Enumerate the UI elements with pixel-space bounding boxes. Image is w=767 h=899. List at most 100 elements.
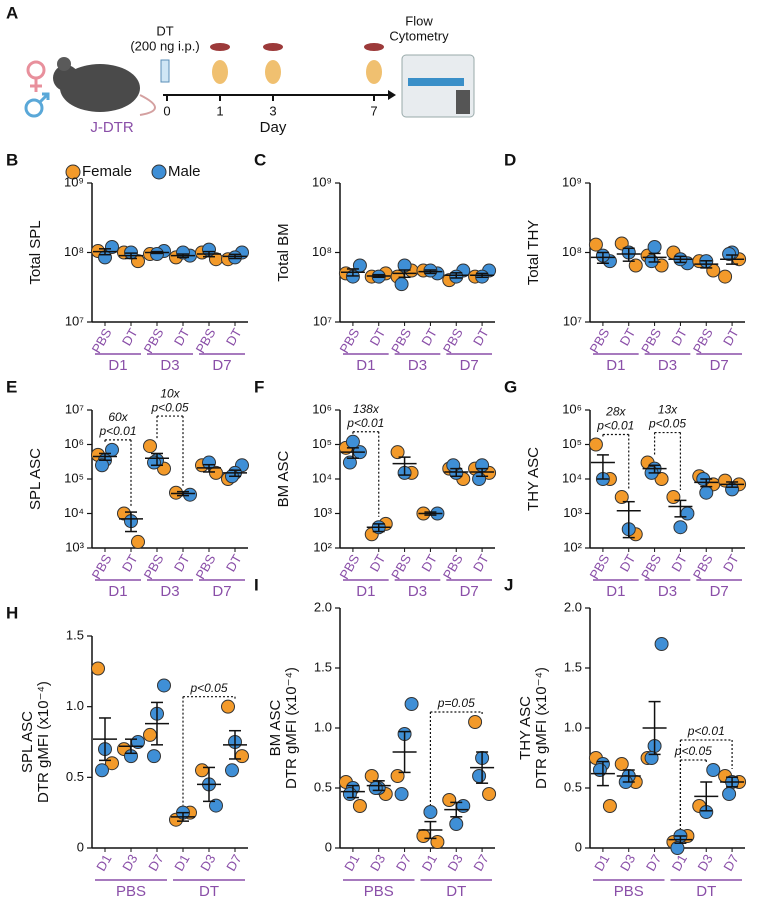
x-tick-label: D7 [643, 852, 664, 874]
error-bar [203, 766, 215, 803]
y-tick-label: 0.5 [564, 779, 582, 794]
group-label: D7 [710, 357, 729, 374]
error-bar [700, 478, 713, 488]
data-point [449, 817, 464, 831]
data-point [614, 490, 629, 505]
panel-letter: F [254, 377, 264, 396]
y-tick-label: 0 [77, 839, 84, 854]
data-point [157, 678, 171, 693]
x-tick-label: D1 [591, 852, 612, 874]
error-bar [424, 820, 437, 840]
timeline-arrow [388, 90, 396, 100]
x-tick-label: PBS [141, 551, 167, 581]
cytometer-icon [401, 54, 475, 118]
y-axis-label: Total SPL [27, 220, 44, 284]
x-tick-label: D7 [393, 852, 414, 874]
data-point [628, 258, 643, 273]
p-value-label: p<0.01 [596, 419, 634, 433]
x-tick-label: PBS [336, 551, 362, 581]
y-tick-label: 10³ [65, 539, 84, 554]
error-bar [674, 499, 687, 518]
data-point [706, 763, 721, 777]
y-tick-label: 1.5 [314, 659, 332, 674]
x-tick-label: DT [367, 552, 389, 575]
panel-letter: A [6, 3, 18, 22]
group-label: D3 [658, 357, 677, 374]
y-tick-label: 10⁸ [562, 244, 582, 259]
x-tick-label: D1 [171, 852, 192, 874]
data-point [647, 239, 662, 254]
x-tick-label: DT [470, 552, 492, 575]
day-label: 1 [216, 103, 223, 118]
data-point [390, 769, 405, 783]
syringe-icon [160, 59, 170, 83]
error-bar [203, 250, 215, 258]
error-bar [372, 523, 385, 533]
error-bar [476, 751, 489, 784]
x-tick-label: D1 [669, 852, 690, 874]
error-bar [398, 269, 411, 279]
x-tick-label: DT [418, 552, 440, 575]
data-point [183, 487, 197, 502]
data-point [722, 787, 737, 801]
y-tick-label: 10⁷ [563, 313, 582, 328]
y-axis-label: SPL ASC [27, 448, 44, 510]
panel-a: A J-DTR DT (200 ng i.p.) Flow Cytometry [6, 3, 475, 136]
data-point [644, 254, 659, 269]
p-value-label: p<0.01 [687, 724, 725, 738]
data-point [91, 661, 105, 676]
sex-symbols [24, 60, 50, 118]
y-axis-label: THY ASC [525, 447, 542, 511]
y-axis-label: DTR gMFI (x10⁻⁴) [533, 667, 550, 789]
p-value-label: p=0.05 [437, 696, 475, 710]
data-point [147, 749, 161, 764]
error-bar [424, 511, 437, 516]
group-label: D3 [408, 583, 427, 600]
data-point [169, 485, 183, 500]
y-axis-label: Total THY [525, 220, 542, 286]
x-tick-label: PBS [141, 325, 167, 355]
data-point [95, 458, 109, 473]
error-bar [476, 467, 489, 478]
endpoint-label: Flow [405, 13, 433, 28]
panel-letter: I [254, 575, 259, 594]
y-tick-label: 10⁵ [64, 470, 84, 485]
x-tick-label: D3 [367, 852, 388, 874]
group-label: DT [446, 883, 466, 899]
group-label: DT [696, 883, 716, 899]
data-point [588, 437, 603, 452]
error-bar [99, 717, 111, 762]
group-label: D7 [460, 357, 479, 374]
p-value-label: p<0.05 [674, 744, 712, 758]
y-tick-label: 10⁶ [64, 436, 84, 451]
error-bar [151, 452, 163, 467]
error-bar [99, 248, 111, 256]
y-tick-label: 0 [575, 839, 582, 854]
y-tick-label: 10⁵ [562, 436, 582, 451]
data-point [446, 458, 461, 473]
error-bar [726, 254, 739, 265]
x-tick-label: DT [720, 326, 742, 349]
y-tick-label: 10⁹ [562, 174, 582, 189]
data-point [143, 439, 157, 454]
y-tick-label: 10² [563, 539, 582, 554]
error-bar [596, 760, 609, 787]
panel-letter: B [6, 150, 18, 169]
mouse-label: J-DTR [90, 119, 133, 136]
error-bar [596, 454, 609, 480]
p-value-label: p<0.05 [648, 417, 686, 431]
data-point [442, 793, 457, 807]
day-label: 7 [370, 103, 377, 118]
error-bar [450, 467, 463, 478]
legend-marker [65, 164, 81, 180]
group-label: D1 [108, 583, 127, 600]
data-point [342, 787, 357, 801]
x-tick-label: PBS [336, 325, 362, 355]
group-label: D1 [356, 357, 375, 374]
x-tick-label: PBS [440, 325, 466, 355]
group-label: D7 [460, 583, 479, 600]
y-axis-label: SPL ASC [19, 711, 36, 773]
fold-change-label: 28x [605, 405, 626, 419]
error-bar [674, 835, 687, 844]
error-bar [596, 251, 609, 265]
